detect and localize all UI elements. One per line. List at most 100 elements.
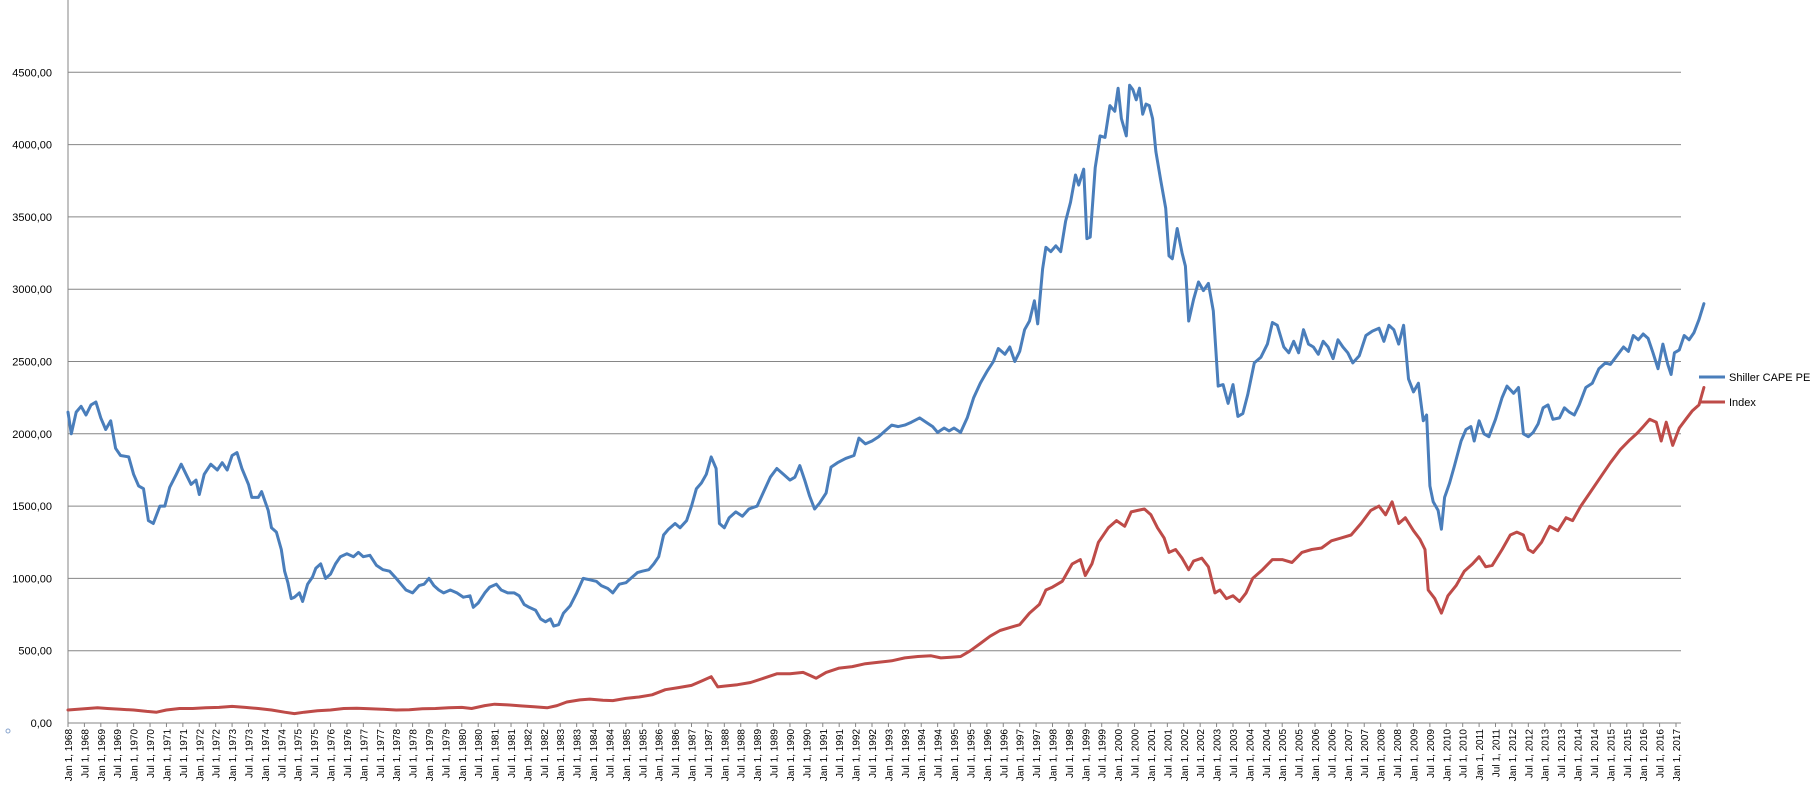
- y-tick-label: 4500,00: [12, 67, 52, 79]
- x-tick-label: Jul 1, 1975: [310, 729, 321, 778]
- x-tick-label: Jul 1, 2001: [1163, 729, 1174, 778]
- x-tick-label: Jul 1, 1971: [179, 729, 190, 778]
- x-tick-label: Jan 1, 2012: [1508, 729, 1519, 782]
- x-tick-label: Jul 1, 2010: [1459, 729, 1470, 778]
- x-tick-label: Jan 1, 2008: [1377, 729, 1388, 782]
- y-tick-label: 3500,00: [12, 212, 52, 224]
- x-tick-label: Jul 1, 2008: [1393, 729, 1404, 778]
- x-tick-label: Jul 1, 1979: [441, 729, 452, 778]
- x-tick-label: Jan 1, 2015: [1606, 729, 1617, 782]
- legend-label-index: Index: [1729, 397, 1756, 409]
- series-lines: [66, 83, 1706, 716]
- x-tick-label: Jul 1, 2007: [1360, 729, 1371, 778]
- x-tick-label: Jul 1, 2015: [1623, 729, 1634, 778]
- x-tick-label: Jul 1, 2006: [1327, 729, 1338, 778]
- x-tick-label: Jul 1, 1992: [868, 729, 879, 778]
- x-tick-label: Jan 1, 1979: [425, 729, 436, 782]
- x-tick-label: Jan 1, 1990: [786, 729, 797, 782]
- x-tick-label: Jan 1, 2010: [1442, 729, 1453, 782]
- x-tick-label: Jul 1, 1999: [1098, 729, 1109, 778]
- x-tick-label: Jul 1, 1993: [901, 729, 912, 778]
- x-tick-label: Jan 1, 1984: [589, 729, 600, 782]
- x-tick-label: Jul 1, 1970: [146, 729, 157, 778]
- x-tick-label: Jan 1, 1991: [819, 729, 830, 782]
- x-tick-label: Jan 1, 2017: [1672, 729, 1683, 782]
- x-tick-label: Jul 1, 1995: [966, 729, 977, 778]
- y-tick-label: 3000,00: [12, 284, 52, 296]
- x-tick-label: Jan 1, 1994: [917, 729, 928, 782]
- y-tick-label: 4000,00: [12, 140, 52, 152]
- legend-label-shiller-cape-pe: Shiller CAPE PE: [1729, 372, 1810, 384]
- x-tick-label: Jan 1, 2011: [1475, 729, 1486, 781]
- x-tick-label: Jan 1, 1997: [1016, 729, 1027, 782]
- x-tick-label: Jan 1, 1985: [622, 729, 633, 782]
- x-tick-label: Jan 1, 2000: [1114, 729, 1125, 782]
- x-tick-label: Jul 1, 1989: [770, 729, 781, 778]
- x-tick-label: Jan 1, 2005: [1278, 729, 1289, 782]
- y-tick-label: 2500,00: [12, 357, 52, 369]
- x-tick-label: Jan 1, 1978: [392, 729, 403, 782]
- x-tick-label: Jul 1, 2013: [1557, 729, 1568, 778]
- origin-marker: [5, 728, 11, 734]
- x-tick-label: Jan 1, 1983: [556, 729, 567, 782]
- y-tick-label: 0,00: [31, 718, 52, 730]
- x-tick-label: Jul 1, 1976: [343, 729, 354, 778]
- x-tick-label: Jan 1, 1971: [162, 729, 173, 782]
- x-tick-label: Jul 1, 2003: [1229, 729, 1240, 778]
- x-tick-label: Jul 1, 2002: [1196, 729, 1207, 778]
- x-tick-label: Jul 1, 2009: [1426, 729, 1437, 778]
- x-tick-label: Jan 1, 1977: [359, 729, 370, 782]
- y-tick-label: 1000,00: [12, 573, 52, 585]
- x-tick-label: Jan 1, 1968: [64, 729, 75, 782]
- x-tick-label: Jul 1, 1990: [802, 729, 813, 778]
- x-tick-label: Jan 1, 1976: [327, 729, 338, 782]
- y-tick-label: 500,00: [18, 646, 52, 658]
- x-tick-label: Jan 1, 2003: [1213, 729, 1224, 782]
- gridlines: [68, 71, 1681, 652]
- legend: Shiller CAPE PE Index: [1699, 372, 1810, 409]
- x-tick-label: Jan 1, 1989: [753, 729, 764, 782]
- y-tick-label: 2000,00: [12, 429, 52, 441]
- x-tick-label: Jan 1, 1995: [950, 729, 961, 782]
- x-tick-label: Jan 1, 2016: [1639, 729, 1650, 782]
- x-tick-label: Jul 1, 2000: [1131, 729, 1142, 778]
- x-tick-label: Jan 1, 2007: [1344, 729, 1355, 782]
- x-tick-label: Jan 1, 2013: [1541, 729, 1552, 782]
- x-tick-label: Jan 1, 2014: [1574, 729, 1585, 782]
- x-tick-label: Jan 1, 1969: [97, 729, 108, 782]
- x-tick-label: Jan 1, 2004: [1245, 729, 1256, 782]
- y-tick-label: 1500,00: [12, 501, 52, 513]
- x-tick-label: Jan 1, 1998: [1048, 729, 1059, 782]
- x-tick-label: Jul 1, 1982: [540, 729, 551, 778]
- x-tick-label: Jul 1, 1988: [737, 729, 748, 778]
- x-tick-label: Jan 1, 1996: [983, 729, 994, 782]
- x-axis-tick-labels: Jan 1, 1968 Jul 1, 1968 Jan 1, 1969 Jul 1, …: [64, 723, 1683, 781]
- x-tick-label: Jul 1, 1985: [638, 729, 649, 778]
- x-tick-label: Jul 1, 1977: [376, 729, 387, 778]
- x-tick-label: Jan 1, 1974: [261, 729, 272, 782]
- series-line-index: [66, 386, 1706, 716]
- series-line-shiller-cape-pe: [66, 83, 1706, 628]
- x-tick-label: Jan 1, 1987: [688, 729, 699, 782]
- x-tick-label: Jan 1, 2006: [1311, 729, 1322, 782]
- x-tick-label: Jan 1, 1981: [491, 729, 502, 782]
- x-tick-label: Jan 1, 1972: [195, 729, 206, 782]
- x-tick-label: Jul 1, 1983: [573, 729, 584, 778]
- x-tick-label: Jul 1, 2016: [1656, 729, 1667, 778]
- x-tick-label: Jul 1, 1973: [244, 729, 255, 778]
- x-tick-label: Jan 1, 2001: [1147, 729, 1158, 782]
- x-tick-label: Jan 1, 1992: [852, 729, 863, 782]
- x-tick-label: Jul 1, 1978: [409, 729, 420, 778]
- x-tick-label: Jul 1, 2011: [1492, 729, 1503, 778]
- x-tick-label: Jan 1, 1973: [228, 729, 239, 782]
- x-tick-label: Jan 1, 1988: [720, 729, 731, 782]
- x-tick-label: Jan 1, 1970: [130, 729, 141, 782]
- x-tick-label: Jul 1, 1997: [1032, 729, 1043, 778]
- x-tick-label: Jul 1, 1974: [277, 729, 288, 778]
- x-tick-label: Jul 1, 1972: [212, 729, 223, 778]
- x-tick-label: Jul 1, 1991: [835, 729, 846, 778]
- x-tick-label: Jul 1, 1996: [999, 729, 1010, 778]
- x-tick-label: Jan 1, 1993: [884, 729, 895, 782]
- x-tick-label: Jul 1, 1969: [113, 729, 124, 778]
